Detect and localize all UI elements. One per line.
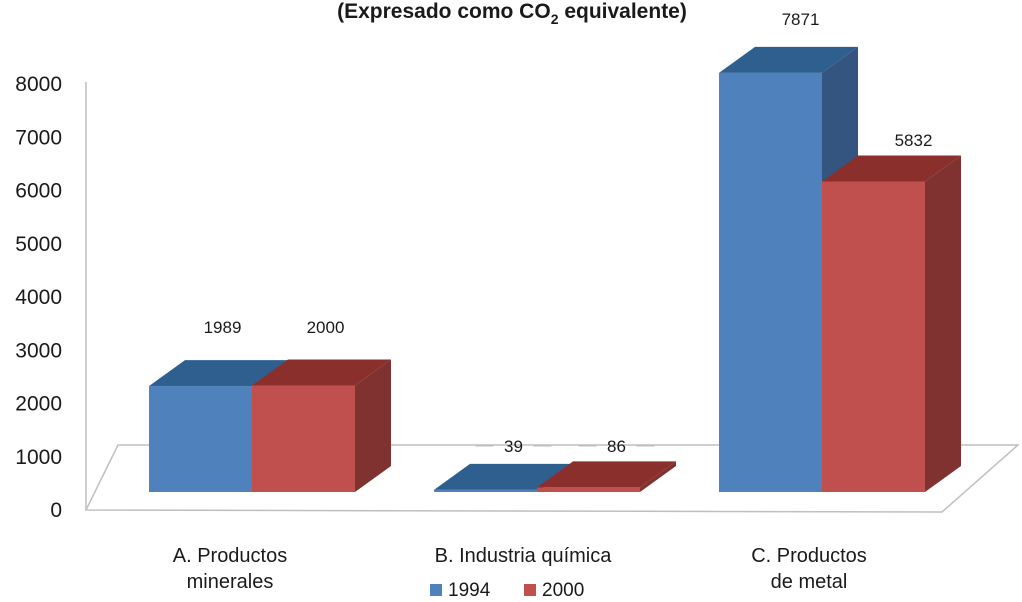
bar-front: [537, 487, 640, 492]
y-tick-label: 4000: [15, 286, 62, 309]
data-label: 7871: [782, 10, 820, 29]
category-label: minerales: [187, 571, 274, 593]
y-tick-label: 5000: [15, 233, 62, 256]
category-label: A. Productos: [173, 545, 288, 567]
bar-top: [149, 360, 288, 387]
y-tick-label: 1000: [15, 446, 62, 469]
bar-top: [537, 461, 676, 488]
legend-label: 1994: [448, 580, 491, 601]
chart-title: (Expresado como CO2 equivalente): [337, 0, 687, 27]
category-label: B. Industria química: [435, 545, 613, 567]
bar-2000-2: [822, 155, 961, 493]
y-tick-label: 7000: [15, 126, 62, 149]
y-tick-label: 0: [50, 499, 62, 522]
data-label: 5832: [895, 131, 933, 150]
bar-front: [149, 386, 252, 492]
bar-side: [355, 359, 391, 492]
bar-top: [822, 155, 961, 182]
category-label: C. Productos: [751, 545, 867, 567]
y-tick-label: 2000: [15, 393, 62, 416]
bars: [149, 46, 961, 493]
title-suffix: equivalente): [558, 0, 686, 23]
data-label: 86: [607, 437, 626, 456]
bar-front: [434, 489, 537, 492]
title-text: (Expresado como CO: [337, 0, 551, 23]
legend-item-1994: 1994: [430, 580, 491, 601]
bar-front: [252, 385, 355, 492]
floor-outline: [84, 444, 1020, 513]
legend-swatch: [524, 584, 536, 596]
y-tick-label: 8000: [15, 73, 62, 96]
category-label: de metal: [771, 571, 848, 593]
bar-side: [640, 461, 676, 492]
bar-top: [252, 359, 391, 386]
bar-side: [925, 155, 961, 493]
bar-top: [434, 463, 573, 490]
bar-2000-1: [537, 461, 676, 492]
legend-label: 2000: [542, 580, 584, 601]
legend-item-2000: 2000: [524, 580, 584, 601]
y-axis-ticks: 0 1000 2000 3000 4000 5000 6000 7000 8000: [15, 73, 62, 522]
data-label: 2000: [307, 318, 345, 337]
bar-front: [822, 181, 925, 493]
legend: 1994 2000: [430, 580, 584, 601]
bar-2000-0: [252, 359, 391, 492]
data-label: 1989: [204, 318, 242, 337]
data-labels: 1989 2000 39 86 7871 5832: [204, 10, 933, 456]
category-labels: A. Productos minerales B. Industria químic…: [173, 545, 867, 593]
bar-front: [719, 72, 822, 492]
data-label: 39: [504, 437, 523, 456]
bar-top: [719, 46, 858, 73]
title-subscript: 2: [551, 11, 559, 27]
chart-floor: [84, 82, 1020, 513]
y-tick-label: 3000: [15, 339, 62, 362]
legend-swatch: [430, 584, 442, 596]
bar-1994-0: [149, 360, 288, 492]
y-tick-label: 6000: [15, 180, 62, 203]
